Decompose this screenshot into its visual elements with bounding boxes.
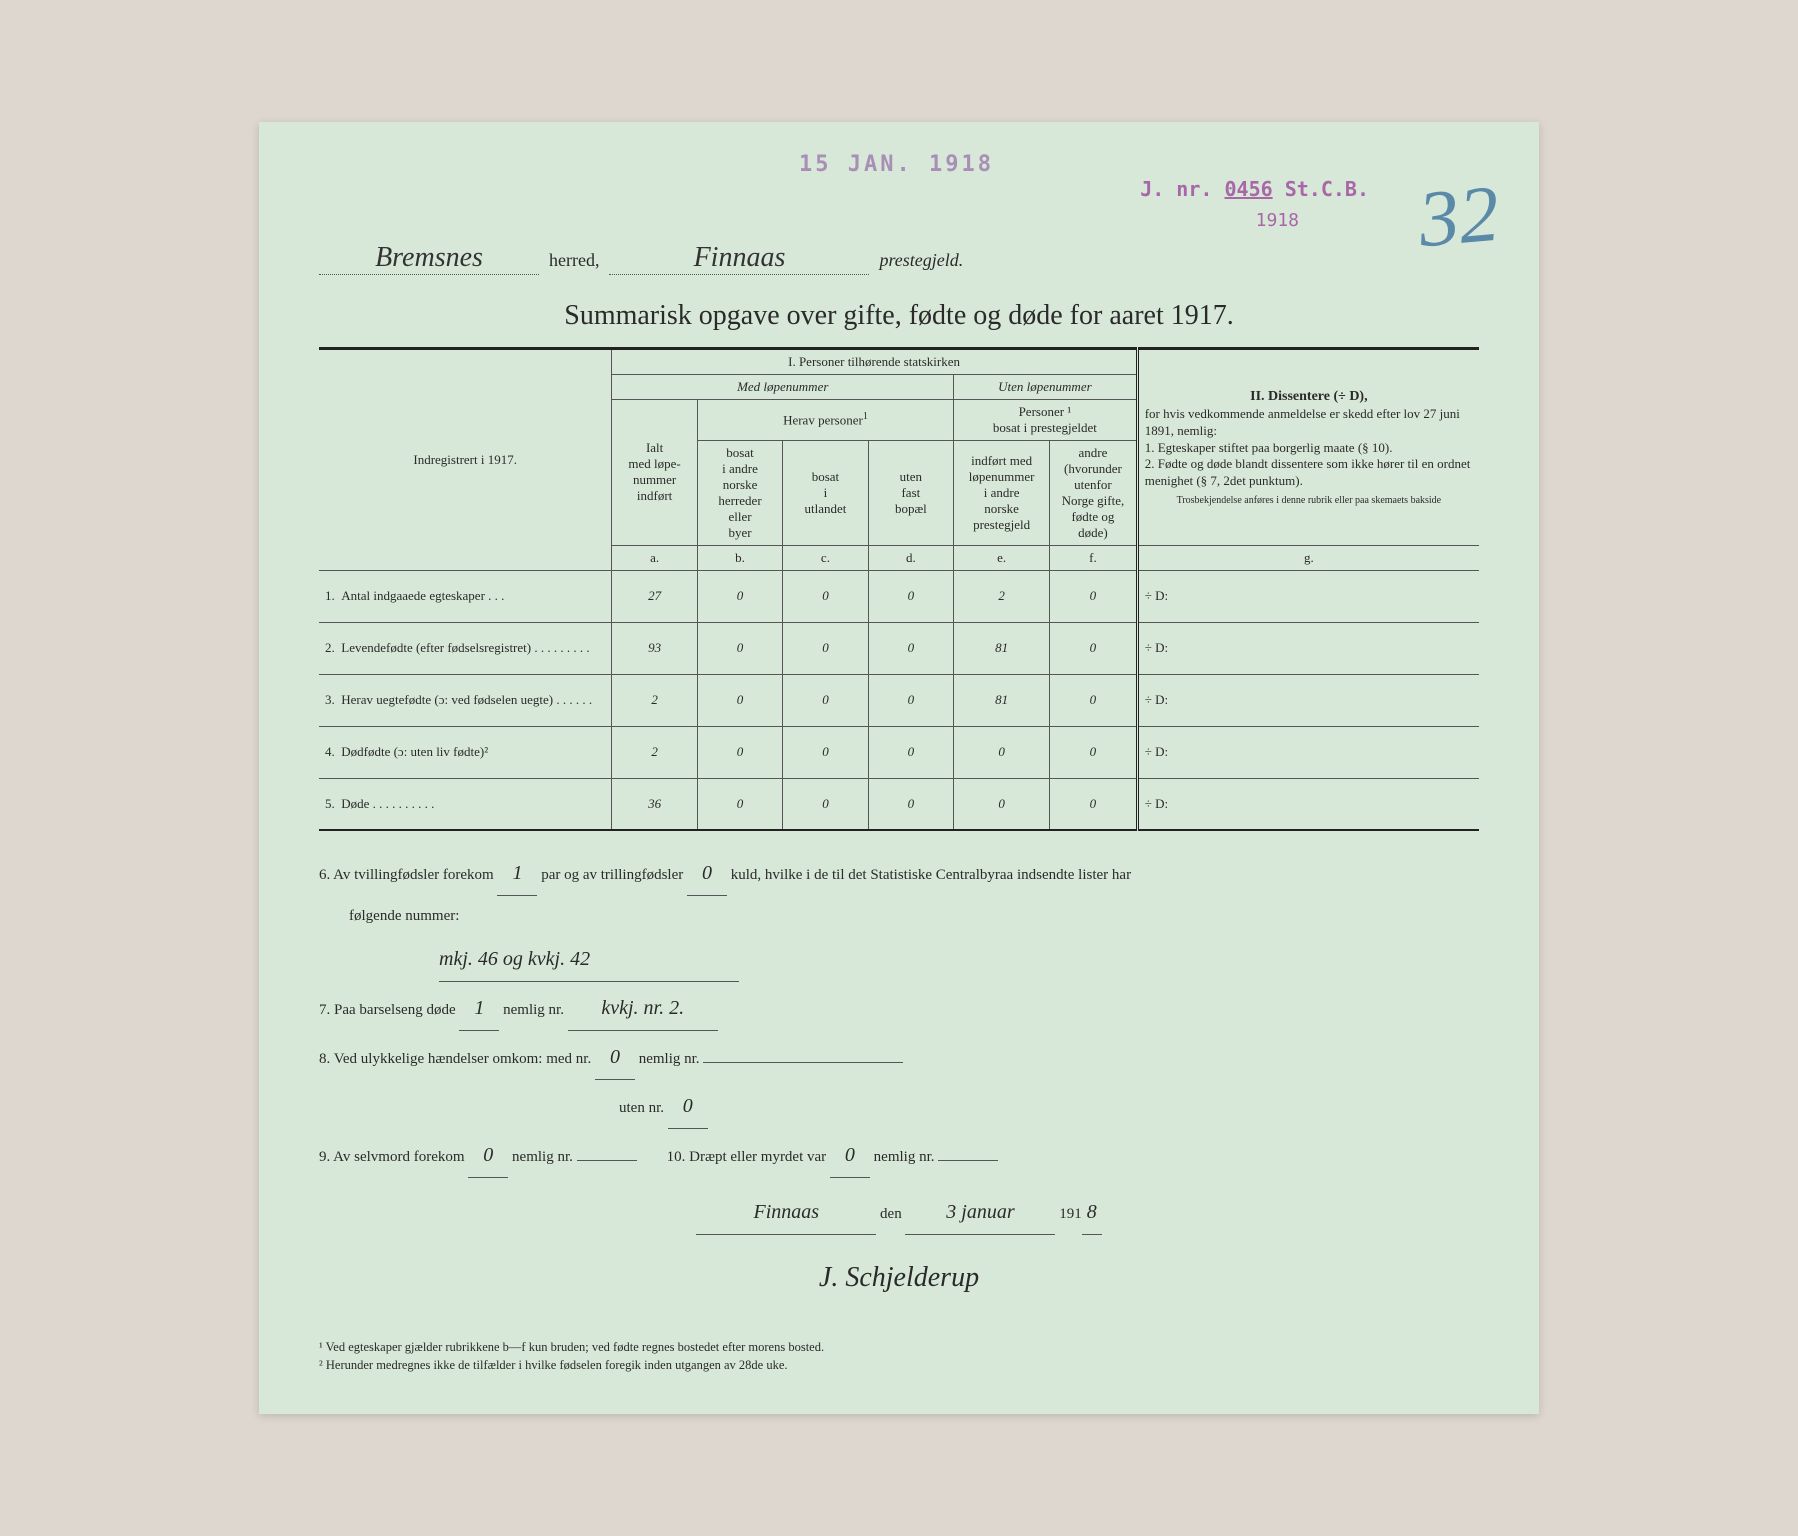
cell-g: ÷ D: bbox=[1137, 674, 1479, 726]
cell-b: 0 bbox=[697, 726, 782, 778]
cell-d: 0 bbox=[868, 674, 953, 726]
prestegjeld-value: Finnaas bbox=[609, 242, 869, 275]
col-letter-c: c. bbox=[783, 545, 868, 570]
cell-d: 0 bbox=[868, 726, 953, 778]
jnr-number: 0456 bbox=[1224, 177, 1272, 201]
document-page: 15 JAN. 1918 J. nr. 0456 St.C.B. 1918 32… bbox=[259, 122, 1539, 1414]
note-9-10: 9. Av selvmord forekom 0 nemlig nr. 10. … bbox=[319, 1133, 1479, 1178]
table-row: 5. Døde . . . . . . . . . . 36 0 0 0 0 0… bbox=[319, 778, 1479, 830]
page-number-handwritten: 32 bbox=[1415, 169, 1503, 267]
cell-d: 0 bbox=[868, 622, 953, 674]
stamp-date: 15 JAN. 1918 bbox=[799, 152, 994, 177]
col-letter-f: f. bbox=[1050, 545, 1138, 570]
cell-c: 0 bbox=[783, 674, 868, 726]
col-f-header: andre (hvorunder utenfor Norge gifte, fø… bbox=[1050, 440, 1138, 545]
col-letter-d: d. bbox=[868, 545, 953, 570]
col-b-header: bosat i andre norske herreder eller byer bbox=[697, 440, 782, 545]
note-8: 8. Ved ulykkelige hændelser omkom: med n… bbox=[319, 1035, 1479, 1080]
note-6-cont: følgende nummer: bbox=[319, 900, 1479, 933]
jnr-prefix: J. nr. bbox=[1140, 177, 1212, 201]
med-lopenummer: Med løpenummer bbox=[612, 374, 954, 399]
cell-e: 81 bbox=[954, 674, 1050, 726]
cell-e: 2 bbox=[954, 570, 1050, 622]
stamp-journal-number: J. nr. 0456 St.C.B. bbox=[1140, 177, 1369, 201]
col-e-header: indført med løpenummer i andre norske pr… bbox=[954, 440, 1050, 545]
cell-f: 0 bbox=[1050, 674, 1138, 726]
col-letter-e: e. bbox=[954, 545, 1050, 570]
cell-d: 0 bbox=[868, 778, 953, 830]
cell-b: 0 bbox=[697, 570, 782, 622]
bosat-header: Personer ¹ bosat i prestegjeldet bbox=[954, 399, 1138, 440]
cell-b: 0 bbox=[697, 674, 782, 726]
main-table: Indregistrert i 1917. I. Personer tilhør… bbox=[319, 347, 1479, 832]
cell-f: 0 bbox=[1050, 622, 1138, 674]
cell-g: ÷ D: bbox=[1137, 778, 1479, 830]
cell-g: ÷ D: bbox=[1137, 622, 1479, 674]
section2-title: II. Dissentere (÷ D), bbox=[1145, 388, 1473, 406]
footnote-1: ¹ Ved egteskaper gjælder rubrikkene b—f … bbox=[319, 1339, 1479, 1357]
stamp-year: 1918 bbox=[1256, 210, 1299, 231]
jnr-suffix: St.C.B. bbox=[1285, 177, 1369, 201]
document-title: Summarisk opgave over gifte, fødte og dø… bbox=[319, 300, 1479, 332]
cell-d: 0 bbox=[868, 570, 953, 622]
table-row: 3. Herav uegtefødte (ɔ: ved fødselen ueg… bbox=[319, 674, 1479, 726]
cell-b: 0 bbox=[697, 778, 782, 830]
cell-a: 2 bbox=[612, 726, 697, 778]
cell-e: 0 bbox=[954, 726, 1050, 778]
cell-a: 2 bbox=[612, 674, 697, 726]
cell-a: 27 bbox=[612, 570, 697, 622]
cell-c: 0 bbox=[783, 570, 868, 622]
herred-value: Bremsnes bbox=[319, 242, 539, 275]
note-6-value: mkj. 46 og kvkj. 42 bbox=[319, 937, 1479, 982]
signature-line: Finnaas den 3 januar 1918 bbox=[319, 1190, 1479, 1235]
cell-f: 0 bbox=[1050, 726, 1138, 778]
col-letter-a: a. bbox=[612, 545, 697, 570]
signature: J. Schjelderup bbox=[319, 1247, 1479, 1309]
cell-c: 0 bbox=[783, 778, 868, 830]
section2-header: II. Dissentere (÷ D), for hvis vedkommen… bbox=[1137, 348, 1479, 545]
section1-header: I. Personer tilhørende statskirken bbox=[612, 348, 1137, 374]
uten-lopenummer: Uten løpenummer bbox=[954, 374, 1138, 399]
table-row: 2. Levendefødte (efter fødselsregistret)… bbox=[319, 622, 1479, 674]
col-a-header: Ialt med løpe- nummer indført bbox=[612, 399, 697, 545]
col-c-header: bosat i utlandet bbox=[783, 440, 868, 545]
note-8-b: uten nr. 0 bbox=[319, 1084, 1479, 1129]
header-line: Bremsnes herred, Finnaas prestegjeld. bbox=[319, 242, 1479, 275]
row-header: Indregistrert i 1917. bbox=[319, 348, 612, 570]
herred-label: herred, bbox=[549, 250, 599, 271]
cell-e: 81 bbox=[954, 622, 1050, 674]
herav-header: Herav personer1 bbox=[697, 399, 953, 440]
cell-a: 93 bbox=[612, 622, 697, 674]
section2-body: for hvis vedkommende anmeldelse er skedd… bbox=[1145, 406, 1473, 490]
col-letter-g: g. bbox=[1137, 545, 1479, 570]
row-label: 4. Dødfødte (ɔ: uten liv fødte)² bbox=[319, 726, 612, 778]
cell-c: 0 bbox=[783, 622, 868, 674]
cell-b: 0 bbox=[697, 622, 782, 674]
section2-footnote: Trosbekjendelse anføres i denne rubrik e… bbox=[1145, 494, 1473, 507]
note-6: 6. Av tvillingfødsler forekom 1 par og a… bbox=[319, 851, 1479, 896]
row-label: 5. Døde . . . . . . . . . . bbox=[319, 778, 612, 830]
footnote-2: ² Herunder medregnes ikke de tilfælder i… bbox=[319, 1357, 1479, 1375]
row-label: 3. Herav uegtefødte (ɔ: ved fødselen ueg… bbox=[319, 674, 612, 726]
cell-g: ÷ D: bbox=[1137, 726, 1479, 778]
cell-e: 0 bbox=[954, 778, 1050, 830]
cell-g: ÷ D: bbox=[1137, 570, 1479, 622]
notes-section: 6. Av tvillingfødsler forekom 1 par og a… bbox=[319, 851, 1479, 1309]
table-row: 4. Dødfødte (ɔ: uten liv fødte)² 2 0 0 0… bbox=[319, 726, 1479, 778]
col-d-header: uten fast bopæl bbox=[868, 440, 953, 545]
row-label: 2. Levendefødte (efter fødselsregistret)… bbox=[319, 622, 612, 674]
col-letter-b: b. bbox=[697, 545, 782, 570]
table-row: 1. Antal indgaaede egteskaper . . . 27 0… bbox=[319, 570, 1479, 622]
note-7: 7. Paa barselseng døde 1 nemlig nr. kvkj… bbox=[319, 986, 1479, 1031]
cell-f: 0 bbox=[1050, 570, 1138, 622]
prestegjeld-label: prestegjeld. bbox=[879, 250, 963, 271]
cell-f: 0 bbox=[1050, 778, 1138, 830]
cell-a: 36 bbox=[612, 778, 697, 830]
cell-c: 0 bbox=[783, 726, 868, 778]
row-label: 1. Antal indgaaede egteskaper . . . bbox=[319, 570, 612, 622]
footnotes: ¹ Ved egteskaper gjælder rubrikkene b—f … bbox=[319, 1339, 1479, 1374]
